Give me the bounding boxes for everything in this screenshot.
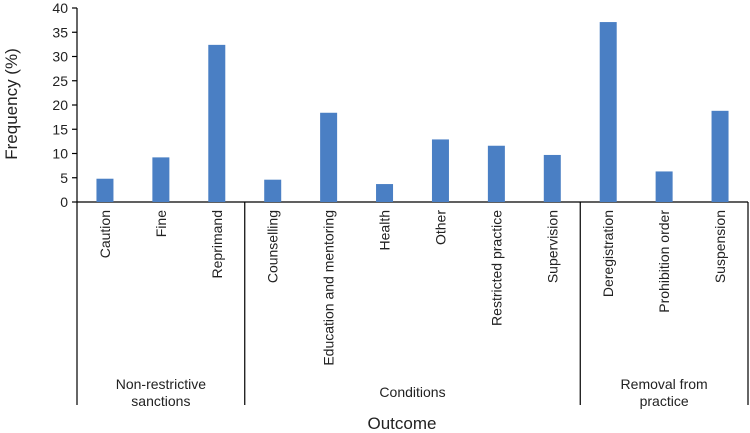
bar-7 <box>431 139 449 202</box>
category-label: Reprimand <box>209 210 225 278</box>
y-axis-title: Frequency (%) <box>2 48 21 159</box>
y-tick-label: 10 <box>52 146 68 162</box>
y-tick-label: 40 <box>52 0 68 16</box>
category-label: Deregistration <box>600 210 616 297</box>
group-label: Removal from <box>621 376 708 392</box>
category-label: Fine <box>153 210 169 237</box>
category-label: Restricted practice <box>488 210 504 326</box>
bar-10 <box>599 22 617 202</box>
category-label: Caution <box>97 210 113 258</box>
category-label: Suspension <box>712 210 728 283</box>
bar-2 <box>152 157 170 202</box>
bar-3 <box>208 44 226 202</box>
group-label: Non-restrictive <box>116 376 206 392</box>
bar-4 <box>264 179 282 202</box>
category-label: Supervision <box>544 210 560 283</box>
group-label: sanctions <box>131 393 190 409</box>
y-tick-label: 15 <box>52 121 68 137</box>
y-tick-label: 25 <box>52 73 68 89</box>
x-axis-title: Outcome <box>368 414 437 433</box>
bar-1 <box>96 178 114 202</box>
bar-8 <box>487 145 505 202</box>
category-label: Other <box>432 210 448 245</box>
y-tick-label: 20 <box>52 97 68 113</box>
bar-11 <box>655 171 673 202</box>
category-label: Prohibition order <box>656 210 672 313</box>
plot-area: 0 5 10 15 20 25 30 35 40 Caution Fine Reprimand Coun… <box>52 0 749 409</box>
bar-12 <box>711 110 729 202</box>
category-label: Counselling <box>265 210 281 283</box>
group-label: Conditions <box>379 384 445 400</box>
y-tick-label: 5 <box>60 170 68 186</box>
bar-5 <box>320 112 338 202</box>
y-tick-label: 30 <box>52 49 68 65</box>
group-label: practice <box>640 393 689 409</box>
y-tick-label: 35 <box>52 24 68 40</box>
y-tick-label: 0 <box>60 194 68 210</box>
bar-6 <box>376 184 394 202</box>
category-label: Education and mentoring <box>321 210 337 366</box>
category-label: Health <box>377 210 393 250</box>
bar-9 <box>543 154 561 202</box>
